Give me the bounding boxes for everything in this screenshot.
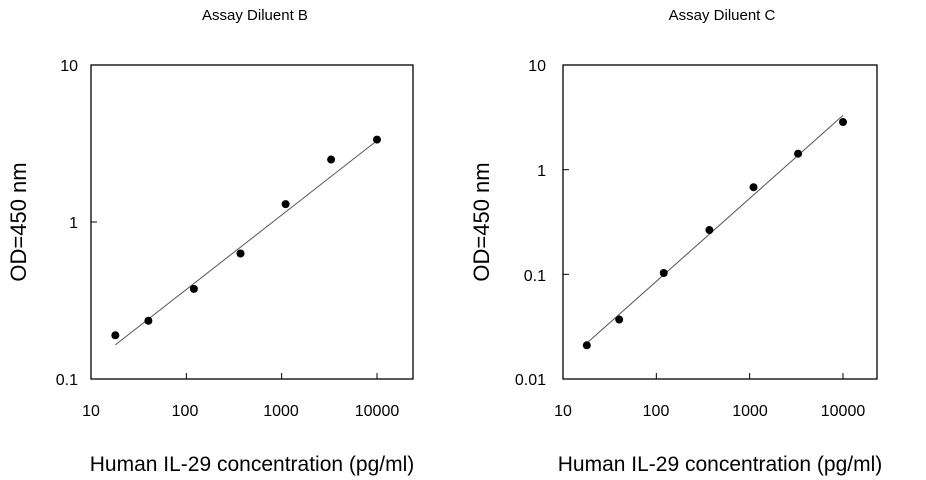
data-point — [705, 226, 714, 235]
data-point — [749, 183, 758, 192]
data-point — [582, 341, 591, 350]
data-point — [615, 315, 624, 324]
plot-frame — [562, 64, 878, 380]
data-point — [839, 118, 847, 127]
chart-title: Assay Diluent B — [202, 7, 308, 24]
x-tick-label: 10000 — [821, 403, 866, 420]
plot-content — [90, 64, 381, 380]
x-axis-label: Human IL-29 concentration (pg/ml) — [90, 453, 415, 476]
y-tick-label: 0.1 — [524, 268, 546, 285]
data-point — [327, 155, 336, 164]
x-tick-label: 10 — [554, 403, 572, 420]
data-point — [659, 268, 668, 277]
data-point — [144, 316, 153, 325]
x-ticks: 10 100 1000 10000 — [554, 403, 865, 420]
y-tick-label: 0.01 — [515, 372, 546, 389]
x-axis-label: Human IL-29 concentration (pg/ml) — [558, 453, 883, 476]
regression-line — [115, 140, 378, 346]
x-tick-label: 1000 — [263, 403, 299, 420]
x-ticks: 10 100 1000 10000 — [82, 403, 399, 420]
data-point — [111, 331, 120, 340]
x-tick-label: 1000 — [732, 403, 768, 420]
plot-content — [562, 64, 847, 380]
x-tick-label: 10000 — [355, 403, 400, 420]
y-tick-label: 0.1 — [56, 372, 78, 389]
y-ticks: 0.01 0.1 1 10 — [515, 58, 546, 389]
x-tick-label: 100 — [643, 403, 670, 420]
y-tick-label: 10 — [60, 58, 78, 75]
y-ticks: 0.1 1 10 — [56, 58, 78, 389]
data-point — [794, 149, 803, 158]
y-tick-label: 1 — [537, 163, 546, 180]
x-tick-label: 100 — [172, 403, 199, 420]
chart-title: Assay Diluent C — [669, 7, 776, 24]
chart-panel-diluent-c: Assay Diluent C OD=450 nm Human IL-29 co… — [469, 7, 882, 476]
plot-frame — [90, 64, 414, 380]
y-axis-label: OD=450 nm — [6, 162, 31, 281]
chart-panel-diluent-b: Assay Diluent B OD=450 nm Human IL-29 co… — [6, 7, 414, 476]
data-point — [236, 249, 245, 258]
data-point — [189, 284, 198, 293]
y-axis-label: OD=450 nm — [469, 162, 494, 281]
regression-line — [586, 115, 844, 344]
y-tick-label: 1 — [69, 215, 78, 232]
x-tick-label: 10 — [82, 403, 100, 420]
y-tick-label: 10 — [528, 58, 546, 75]
data-point — [281, 200, 290, 209]
data-point — [373, 135, 381, 144]
